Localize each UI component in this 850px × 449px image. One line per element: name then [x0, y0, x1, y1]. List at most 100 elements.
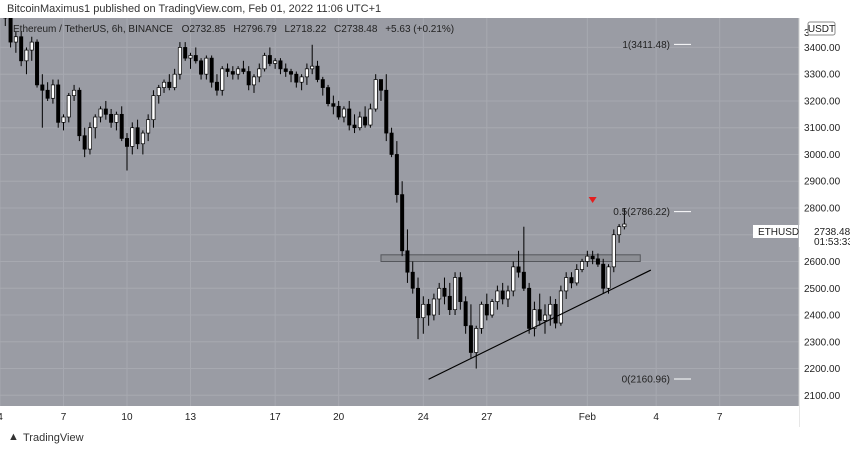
candle-bullish	[474, 325, 479, 369]
candle-body	[495, 290, 500, 302]
y-tick-label: 2900.00	[804, 177, 841, 188]
candle-body	[172, 73, 177, 88]
candle-bearish	[35, 39, 40, 88]
candle-body	[77, 89, 82, 137]
candle-bullish	[151, 90, 156, 128]
candle-bearish	[405, 229, 410, 283]
candle-body	[103, 108, 108, 115]
candle-bearish	[193, 47, 198, 64]
candle-body	[521, 271, 526, 289]
candle-body	[405, 250, 410, 273]
candle-bullish	[437, 282, 442, 316]
candle-body	[558, 290, 563, 324]
candle-bullish	[548, 296, 553, 326]
candle-body	[421, 303, 426, 319]
candle-body	[246, 71, 251, 86]
resistance-zone	[380, 254, 641, 263]
candle-body	[204, 57, 209, 75]
x-tick-label: Feb	[579, 412, 597, 423]
tradingview-logo-icon[interactable]: ▲	[8, 431, 19, 443]
candle-body	[267, 55, 272, 64]
x-tick-label: 17	[270, 412, 282, 423]
candle-bearish	[394, 141, 399, 203]
candle-bullish	[479, 301, 484, 334]
candle-body	[209, 57, 214, 83]
candle-bearish	[468, 304, 473, 358]
candle-bearish	[283, 63, 288, 77]
candle-bearish	[289, 68, 294, 83]
y-tick-label: 3300.00	[804, 70, 841, 81]
candle-bullish	[29, 36, 34, 61]
candle-body	[341, 108, 346, 118]
x-tick-label: 10	[121, 412, 133, 423]
time-axis-panel[interactable]	[0, 406, 799, 427]
candle-bullish	[357, 111, 362, 131]
candle-bullish	[564, 272, 569, 299]
candle-bullish	[114, 111, 119, 131]
candle-bearish	[590, 250, 595, 265]
candle-bearish	[45, 82, 50, 101]
candle-bullish	[585, 250, 590, 267]
price-tag-price: 2738.48	[814, 227, 850, 238]
ascending-trendline	[428, 269, 652, 380]
candle-bullish	[299, 74, 304, 91]
candle-body	[135, 127, 140, 145]
candle-bullish	[172, 68, 177, 91]
candle-body	[45, 89, 50, 99]
sell-marker-icon	[588, 196, 597, 203]
candle-body	[437, 287, 442, 300]
candle-bearish	[521, 226, 526, 291]
candle-bearish	[294, 71, 299, 88]
candle-bearish	[199, 58, 204, 80]
candle-bullish	[622, 207, 627, 230]
candle-bearish	[447, 282, 452, 316]
candle-body	[511, 266, 516, 292]
candle-bullish	[220, 66, 225, 96]
fib-level-label: 1(3411.48)	[622, 40, 670, 51]
candle-bearish	[119, 106, 124, 142]
candle-bullish	[61, 114, 66, 131]
candle-body	[537, 309, 542, 321]
price-chart[interactable]: 1(3411.48) 0.5(2786.22) 0(2160.96) 2100.00…	[0, 18, 850, 427]
candle-body	[357, 116, 362, 129]
candle-body	[410, 271, 415, 289]
candle-bearish	[56, 79, 61, 128]
candle-bearish	[463, 296, 468, 334]
y-tick-label: 3000.00	[804, 150, 841, 161]
candle-bullish	[611, 229, 616, 273]
currency-label: USDT	[808, 24, 835, 35]
candle-bullish	[13, 31, 18, 53]
svg-text:Ethereum / TetherUS, 6h, BINAN: Ethereum / TetherUS, 6h, BINANCE O2732.8…	[13, 24, 454, 35]
candle-bullish	[140, 130, 145, 155]
candle-body	[257, 68, 262, 78]
candle-bearish	[246, 66, 251, 91]
candle-bearish	[167, 74, 172, 91]
candle-body	[13, 36, 18, 43]
candle-body	[82, 135, 87, 150]
candle-bullish	[188, 52, 193, 69]
candle-body	[622, 223, 627, 228]
candle-bearish	[400, 181, 405, 257]
price-axis-panel[interactable]	[799, 18, 850, 427]
candle-body	[214, 81, 219, 91]
candle-bearish	[527, 282, 532, 334]
candle-bullish	[617, 224, 622, 243]
candle-body	[490, 301, 495, 316]
candle-body	[40, 84, 45, 91]
candle-bullish	[162, 79, 167, 93]
candle-bearish	[3, 18, 8, 27]
candle-body	[294, 73, 299, 83]
candle-bearish	[40, 74, 45, 128]
candle-body	[553, 303, 558, 324]
candle-bearish	[363, 106, 368, 128]
x-tick-label: 7	[61, 412, 67, 423]
candle-bullish	[177, 42, 182, 80]
candle-bullish	[431, 293, 436, 321]
candle-bearish	[458, 272, 463, 310]
candle-body	[479, 303, 484, 329]
candle-body	[617, 226, 622, 236]
candle-body	[474, 328, 479, 353]
currency-badge[interactable]	[807, 21, 836, 36]
candle-body	[453, 277, 458, 311]
candle-body	[56, 84, 61, 123]
